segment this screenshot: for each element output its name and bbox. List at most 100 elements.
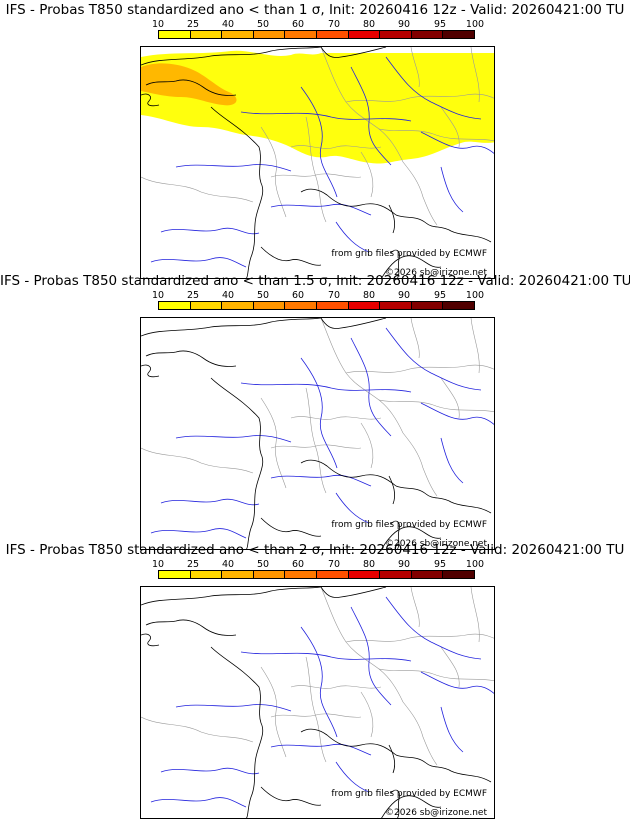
colorbar-labels: 10 25 40 50 60 70 80 90 95 100 [140,19,500,31]
map-panel-2: IFS - Probas T850 standardized ano < tha… [0,273,630,550]
river [335,761,370,793]
coastline [381,255,442,278]
colorbar-segment [159,31,191,38]
river [175,704,292,712]
colorbar-tick-label: 90 [397,290,411,301]
colorbar-segment [159,302,191,309]
admin-border [260,666,287,758]
coastline [210,646,264,818]
river [300,86,338,198]
river [350,337,392,437]
colorbar-segment [222,302,254,309]
map-frame: from grib files provided by ECMWF ©2026 … [140,46,495,279]
colorbar [158,30,475,39]
colorbar-segment [348,31,381,38]
colorbar-tick-label: 40 [221,19,235,30]
admin-border [440,646,460,688]
copyright-credit: ©2026 sb@irizone.net [385,808,487,818]
coastline [260,786,322,806]
river [335,492,370,524]
map-panel-3: IFS - Probas T850 standardized ano < tha… [0,542,630,819]
coastline [381,795,442,818]
colorbar-segment [443,571,474,578]
colorbar-segment [443,302,474,309]
admin-border [305,116,327,223]
admin-border [440,377,460,419]
colorbar-segment [411,302,444,309]
colorbar-tick-label: 90 [397,559,411,570]
river [440,166,464,213]
source-credit: from grib files provided by ECMWF [331,249,487,259]
admin-border [402,432,438,497]
coastline [381,526,442,549]
colorbar-segment [190,31,223,38]
coastline [390,520,400,549]
coastline [300,188,397,216]
river [420,131,494,154]
colorbar-segment [380,31,412,38]
river [175,164,292,172]
coastline [395,754,492,783]
colorbar-segment [222,571,254,578]
admin-border [305,387,327,494]
colorbar-tick-label: 100 [465,19,485,30]
admin-border [270,444,362,449]
admin-border [410,587,420,628]
river [385,596,482,660]
river [150,528,247,539]
colorbar-labels: 10 25 40 50 60 70 80 90 95 100 [140,290,500,302]
colorbar-tick-label: 25 [186,559,200,570]
colorbar-tick-label: 90 [397,19,411,30]
map-frame: from grib files provided by ECMWF ©2026 … [140,317,495,550]
colorbar-segment [380,302,412,309]
river [160,227,260,235]
colorbar-tick-label: 95 [433,559,447,570]
admin-border [402,701,438,766]
colorbar-tick-label: 95 [433,290,447,301]
coastline [320,47,387,58]
colorbar-segment [285,571,317,578]
river [385,56,482,120]
colorbar-tick-label: 60 [291,19,305,30]
colorbar-segment [316,302,349,309]
admin-border [360,151,374,198]
colorbar-tick-label: 95 [433,19,447,30]
coastline [320,587,387,598]
river [300,357,338,469]
map-svg [141,587,494,818]
river [150,797,247,808]
colorbar-segment [348,302,381,309]
coastline [388,204,396,234]
colorbar-segment [411,571,444,578]
panel-title: IFS - Probas T850 standardized ano < tha… [0,273,630,289]
colorbar-segment [253,302,286,309]
river [300,626,338,738]
coastline [388,744,396,774]
colorbar-tick-label: 10 [151,559,165,570]
admin-border [141,447,254,474]
river [240,651,412,662]
coastline [141,633,160,647]
river [335,221,370,253]
coastline [141,93,160,107]
colorbar-labels: 10 25 40 50 60 70 80 90 95 100 [140,559,500,571]
admin-border [320,47,404,163]
colorbar [158,301,475,310]
coastline [141,47,322,66]
river [440,706,464,753]
admin-border [360,691,374,738]
source-credit: from grib files provided by ECMWF [331,520,487,530]
colorbar-tick-label: 60 [291,559,305,570]
copyright-credit: ©2026 sb@irizone.net [385,539,487,549]
admin-border [320,318,404,434]
probability-area [141,63,237,106]
colorbar-tick-label: 80 [362,290,376,301]
admin-border [141,716,254,743]
colorbar-segment [222,31,254,38]
admin-border [320,587,404,703]
coastline [395,214,492,243]
colorbar-tick-label: 10 [151,290,165,301]
river [440,437,464,484]
panel-title: IFS - Probas T850 standardized ano < tha… [5,542,625,558]
admin-border [470,47,480,103]
